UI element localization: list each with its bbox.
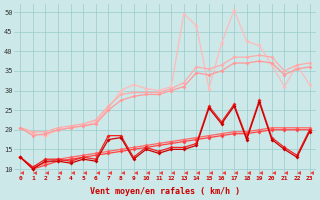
X-axis label: Vent moyen/en rafales ( km/h ): Vent moyen/en rafales ( km/h ): [90, 187, 240, 196]
